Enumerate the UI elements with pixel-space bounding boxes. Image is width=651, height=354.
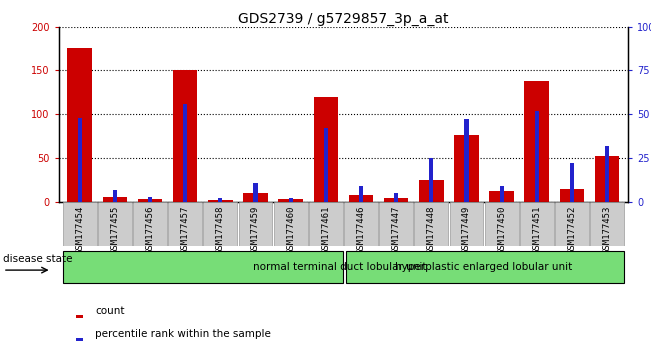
Bar	[133, 202, 167, 246]
Bar	[605, 146, 609, 202]
Text: percentile rank within the sample: percentile rank within the sample	[96, 329, 271, 339]
Bar	[464, 119, 469, 202]
Bar	[384, 198, 408, 202]
Text: GSM177452: GSM177452	[568, 205, 576, 254]
Text: hyperplastic enlarged lobular unit: hyperplastic enlarged lobular unit	[395, 262, 573, 272]
Bar	[103, 198, 127, 202]
Bar	[274, 202, 307, 246]
Text: GSM177451: GSM177451	[533, 205, 541, 254]
Text: GSM177455: GSM177455	[111, 205, 119, 254]
Bar	[253, 183, 258, 202]
Bar	[288, 198, 293, 202]
Bar	[429, 158, 434, 202]
Bar	[380, 202, 413, 246]
Text: GSM177454: GSM177454	[75, 205, 84, 254]
Bar	[62, 251, 342, 283]
Bar	[454, 135, 478, 202]
Bar	[218, 198, 223, 202]
Bar	[138, 199, 162, 202]
Bar	[520, 202, 553, 246]
Text: GSM177450: GSM177450	[497, 205, 506, 254]
Bar	[183, 104, 187, 202]
Text: disease state: disease state	[3, 255, 72, 264]
Text: GSM177459: GSM177459	[251, 205, 260, 254]
Bar	[98, 202, 132, 246]
Text: GSM177449: GSM177449	[462, 205, 471, 254]
Bar	[113, 189, 117, 202]
Bar	[314, 97, 338, 202]
Bar	[534, 111, 539, 202]
Bar	[239, 202, 272, 246]
Text: GSM177456: GSM177456	[146, 205, 154, 254]
Bar	[173, 70, 197, 202]
Bar	[595, 156, 619, 202]
Text: normal terminal duct lobular unit: normal terminal duct lobular unit	[253, 262, 426, 272]
Bar	[415, 202, 448, 246]
Text: count: count	[96, 306, 125, 316]
Text: GSM177448: GSM177448	[427, 205, 436, 254]
Bar	[560, 189, 584, 202]
Bar	[76, 338, 83, 341]
Text: GSM177461: GSM177461	[322, 205, 330, 254]
Bar	[169, 202, 202, 246]
Bar	[590, 202, 624, 246]
Text: GSM177446: GSM177446	[357, 205, 365, 254]
Title: GDS2739 / g5729857_3p_a_at: GDS2739 / g5729857_3p_a_at	[238, 12, 449, 25]
Text: GSM177460: GSM177460	[286, 205, 295, 254]
Bar	[324, 128, 328, 202]
Text: GSM177447: GSM177447	[392, 205, 400, 254]
Bar	[359, 186, 363, 202]
Bar	[450, 202, 483, 246]
Bar	[76, 315, 83, 318]
Bar	[243, 193, 268, 202]
Bar	[279, 199, 303, 202]
Bar	[419, 180, 443, 202]
Bar	[349, 195, 373, 202]
Text: GSM177457: GSM177457	[181, 205, 189, 254]
Bar	[394, 193, 398, 202]
Bar	[68, 48, 92, 202]
Bar	[485, 202, 518, 246]
Bar	[204, 202, 237, 246]
Bar	[344, 202, 378, 246]
Bar	[346, 251, 624, 283]
Bar	[208, 200, 232, 202]
Bar	[148, 196, 152, 202]
Text: GSM177453: GSM177453	[603, 205, 612, 254]
Bar	[525, 81, 549, 202]
Bar	[570, 163, 574, 202]
Bar	[309, 202, 342, 246]
Bar	[62, 202, 96, 246]
Bar	[499, 186, 504, 202]
Text: GSM177458: GSM177458	[216, 205, 225, 254]
Bar	[555, 202, 589, 246]
Bar	[490, 191, 514, 202]
Bar	[77, 118, 82, 202]
